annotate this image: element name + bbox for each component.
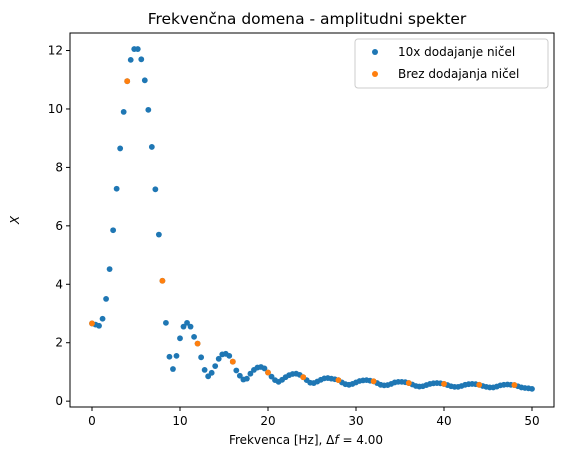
point-brez [89, 320, 95, 327]
series-10x-markers [89, 46, 535, 392]
point-10x [529, 385, 535, 392]
point-10x [187, 323, 194, 330]
point-10x [120, 108, 127, 115]
point-10x [106, 266, 113, 272]
point-10x [180, 323, 187, 330]
point-10x [233, 367, 240, 374]
x-tick-label: 20 [260, 414, 275, 428]
y-tick-label: 2 [55, 336, 63, 350]
plot-frame [69, 32, 555, 408]
legend-marker-10x [372, 49, 378, 55]
point-10x [152, 186, 159, 193]
point-brez [194, 340, 201, 347]
point-brez [300, 374, 307, 381]
point-10x [117, 145, 124, 152]
y-tick-label: 6 [55, 219, 63, 233]
legend-label-brez: Brez dodajanja ničel [398, 67, 519, 81]
point-10x [184, 319, 190, 326]
series-brez-markers [89, 78, 518, 388]
point-10x [138, 56, 145, 63]
point-brez [159, 277, 166, 284]
point-brez [441, 381, 447, 387]
point-10x [148, 144, 155, 150]
point-brez [229, 358, 236, 365]
legend-marker-brez [372, 71, 378, 77]
point-10x [205, 373, 212, 380]
x-tick-label: 30 [348, 414, 363, 428]
point-10x [166, 353, 173, 360]
point-10x [177, 335, 183, 342]
legend-label-10x: 10x dodajanje ničel [398, 45, 515, 59]
point-10x [145, 106, 152, 113]
point-10x [247, 370, 254, 377]
point-10x [243, 375, 250, 382]
point-10x [201, 366, 208, 373]
point-10x [99, 315, 106, 322]
point-10x [226, 352, 233, 359]
point-10x [155, 231, 162, 238]
point-10x [261, 365, 268, 372]
point-10x [212, 363, 219, 369]
point-10x [198, 354, 205, 361]
point-10x [113, 185, 120, 192]
point-brez [124, 78, 131, 85]
point-10x [268, 373, 275, 380]
y-tick-label: 4 [55, 277, 63, 291]
y-axis-ticks: 0 2 4 6 8 10 12 [48, 44, 70, 408]
x-tick-label: 10 [172, 414, 187, 428]
point-10x [236, 372, 243, 379]
y-axis-label: X [8, 215, 22, 225]
point-brez [265, 369, 271, 376]
point-10x [134, 46, 141, 52]
x-axis-ticks: 0 10 20 30 40 50 [88, 407, 540, 428]
point-10x [215, 355, 222, 362]
x-axis-label: Frekvenca [Hz], Δf = 4.00 [229, 433, 383, 447]
point-brez [511, 382, 518, 388]
x-tick-label: 40 [436, 414, 451, 428]
x-tick-label: 50 [524, 414, 539, 428]
y-tick-label: 0 [55, 394, 63, 408]
point-10x [191, 333, 197, 340]
legend: 10x dodajanje ničel Brez dodajanja ničel [354, 38, 549, 89]
point-brez [335, 377, 342, 384]
y-tick-label: 8 [55, 160, 63, 174]
point-brez [405, 380, 412, 386]
y-tick-label: 12 [48, 44, 63, 58]
x-tick-label: 0 [88, 414, 96, 428]
point-10x [141, 77, 148, 84]
point-10x [170, 366, 176, 372]
y-tick-label: 10 [48, 102, 63, 116]
point-10x [163, 319, 169, 326]
chart-title: Frekvenčna domena - amplitudni spekter [148, 10, 467, 28]
point-10x [96, 322, 102, 329]
point-10x [173, 352, 180, 359]
point-brez [476, 381, 483, 388]
point-10x [103, 295, 109, 302]
point-10x [208, 369, 215, 376]
point-10x [127, 56, 134, 63]
point-brez [370, 378, 377, 385]
point-10x [110, 227, 117, 234]
legend-box [354, 38, 549, 89]
